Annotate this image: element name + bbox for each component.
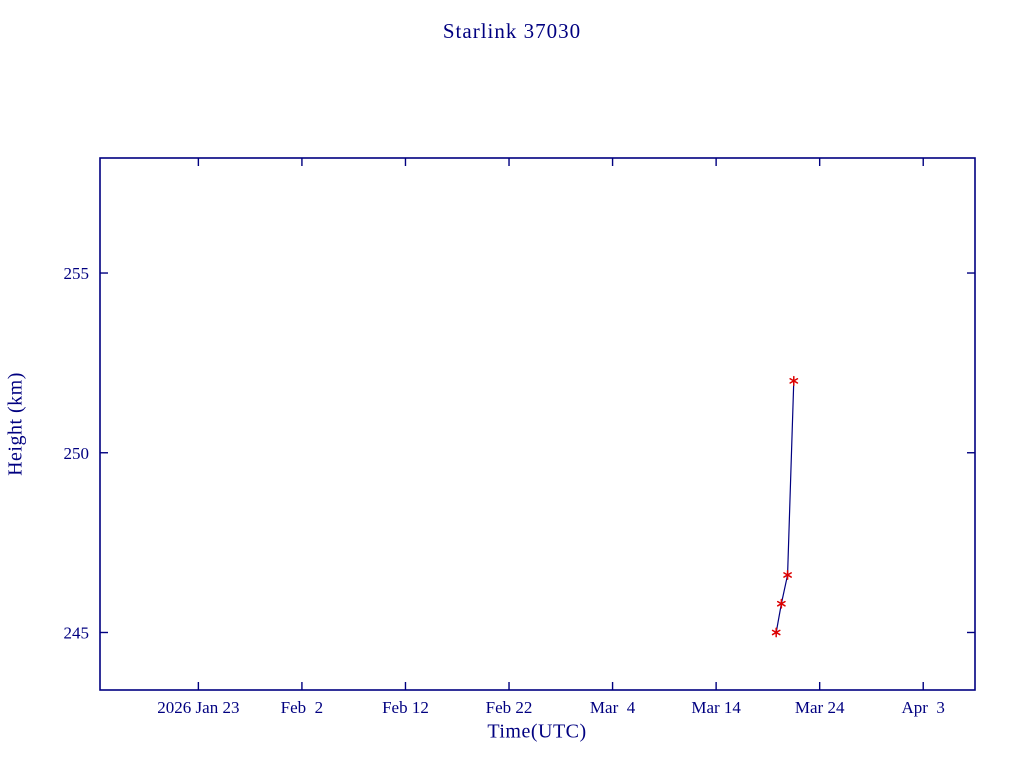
plot-frame [99, 157, 976, 691]
x-tick-label: 2026 Jan 23 [157, 698, 239, 717]
x-tick-label: Feb 2 [281, 698, 324, 717]
x-tick-label: Apr 3 [901, 698, 944, 717]
y-tick-label: 245 [64, 623, 90, 642]
data-point-marker [771, 629, 781, 636]
data-point-marker [789, 378, 799, 384]
x-tick-label: Feb 12 [382, 698, 429, 717]
x-tick-label: Mar 4 [590, 698, 636, 717]
data-point-marker [783, 572, 792, 578]
x-tick-label: Mar 14 [691, 698, 741, 717]
data-line [775, 380, 795, 633]
x-axis-label: Time(UTC) [487, 720, 587, 743]
data-point-marker [776, 600, 786, 607]
y-tick-label: 250 [64, 444, 90, 463]
x-tick-label: Feb 22 [486, 698, 533, 717]
chart-title: Starlink 37030 [442, 19, 582, 43]
x-tick-label: Mar 24 [795, 698, 845, 717]
y-tick-label: 255 [64, 264, 90, 283]
